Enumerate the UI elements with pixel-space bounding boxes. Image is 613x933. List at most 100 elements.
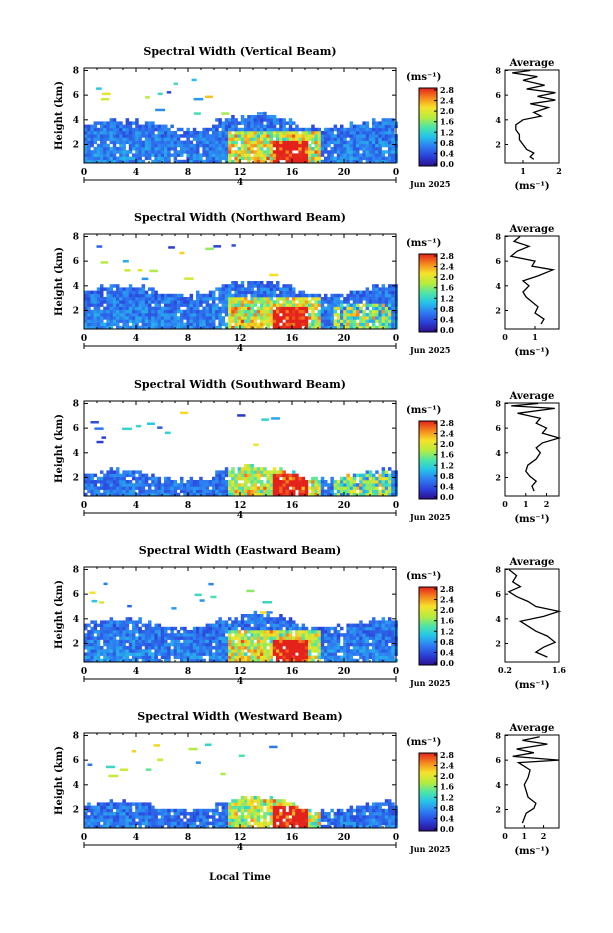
heatmap-cell bbox=[273, 153, 277, 157]
heatmap-cell bbox=[314, 297, 318, 301]
heatmap-cell bbox=[372, 316, 376, 320]
heatmap-cell bbox=[359, 480, 363, 484]
heatmap-cell bbox=[366, 121, 370, 125]
heatmap-cell bbox=[186, 480, 190, 484]
heatmap-cell bbox=[129, 486, 133, 490]
heatmap-cell bbox=[244, 815, 248, 819]
heatmap-cell bbox=[318, 652, 322, 656]
heatmap-cell bbox=[186, 144, 190, 148]
heatmap-cell bbox=[298, 646, 302, 650]
heatmap-cell bbox=[260, 617, 264, 621]
heatmap-cell bbox=[225, 118, 229, 122]
heatmap-cell bbox=[106, 809, 110, 813]
heatmap-cell bbox=[94, 131, 98, 135]
heatmap-cell bbox=[366, 470, 370, 474]
heatmap-cell bbox=[193, 153, 197, 157]
heatmap-cell bbox=[318, 313, 322, 317]
heatmap-cell bbox=[193, 652, 197, 656]
heatmap-cell bbox=[218, 822, 222, 826]
heatmap-cell bbox=[190, 480, 194, 484]
heatmap-cell bbox=[244, 137, 248, 141]
heatmap-cell bbox=[327, 636, 331, 640]
heatmap-cell bbox=[276, 480, 280, 484]
heatmap-cell bbox=[122, 147, 126, 151]
heatmap-cell bbox=[263, 125, 267, 129]
heatmap-cell bbox=[135, 630, 139, 634]
heatmap-cell bbox=[215, 157, 219, 161]
heatmap-cell bbox=[343, 141, 347, 145]
heatmap-cell bbox=[359, 294, 363, 298]
heatmap-cell bbox=[321, 153, 325, 157]
heatmap-cell bbox=[94, 630, 98, 634]
heatmap-cell bbox=[126, 640, 130, 644]
heatmap-cell bbox=[266, 636, 270, 640]
heatmap-cell bbox=[241, 303, 245, 307]
heatmap-cell bbox=[305, 150, 309, 154]
heatmap-cell bbox=[148, 153, 152, 157]
heatmap-cell bbox=[116, 297, 120, 301]
heatmap-cell bbox=[250, 307, 254, 311]
heatmap-cell bbox=[186, 128, 190, 132]
heatmap-cell bbox=[385, 474, 389, 478]
heatmap-cell bbox=[90, 153, 94, 157]
heatmap-cell bbox=[286, 310, 290, 314]
heatmap-cell bbox=[228, 624, 232, 628]
heatmap-cell bbox=[330, 649, 334, 653]
heatmap-cell bbox=[202, 134, 206, 138]
heatmap-cell bbox=[218, 125, 222, 129]
heatmap-cell bbox=[250, 627, 254, 631]
colorbar-tick-label: 0.0 bbox=[440, 325, 454, 335]
heatmap-cell bbox=[167, 307, 171, 311]
heatmap-cell bbox=[170, 147, 174, 151]
heatmap-cell bbox=[193, 128, 197, 132]
heatmap-cell bbox=[170, 323, 174, 327]
heatmap-cell bbox=[202, 131, 206, 135]
heatmap-cell bbox=[132, 486, 136, 490]
heatmap-cell bbox=[145, 323, 149, 327]
x-tick-label: 8 bbox=[185, 501, 191, 511]
heatmap-cell bbox=[340, 141, 344, 145]
heatmap-cell bbox=[388, 150, 392, 154]
heatmap-cell bbox=[353, 490, 357, 494]
heatmap-cell bbox=[286, 134, 290, 138]
heatmap-cell bbox=[276, 646, 280, 650]
heatmap-cell bbox=[359, 656, 363, 660]
heatmap-cell bbox=[321, 131, 325, 135]
heatmap-cell bbox=[97, 147, 101, 151]
heatmap-cell bbox=[247, 640, 251, 644]
heatmap-cell bbox=[199, 316, 203, 320]
heatmap-cell bbox=[180, 643, 184, 647]
heatmap-cell bbox=[282, 624, 286, 628]
heatmap-cell bbox=[94, 134, 98, 138]
heatmap-cell bbox=[359, 307, 363, 311]
heatmap-cell bbox=[314, 656, 318, 660]
heatmap-cell bbox=[222, 812, 226, 816]
heatmap-cell bbox=[113, 284, 117, 288]
heatmap-cell bbox=[183, 652, 187, 656]
heatmap-cell bbox=[350, 319, 354, 323]
heatmap-cell bbox=[183, 643, 187, 647]
heatmap-cell bbox=[209, 141, 213, 145]
heatmap-cell bbox=[225, 815, 229, 819]
heatmap-cell bbox=[138, 474, 142, 478]
heatmap-cell bbox=[362, 147, 366, 151]
heatmap-cell bbox=[231, 284, 235, 288]
heatmap-cell bbox=[247, 646, 251, 650]
heatmap-cell bbox=[234, 281, 238, 285]
heatmap-cell bbox=[151, 646, 155, 650]
heatmap-cell bbox=[180, 252, 185, 255]
heatmap-cell bbox=[270, 649, 274, 653]
heatmap-cell bbox=[366, 297, 370, 301]
heatmap-cell bbox=[135, 310, 139, 314]
heatmap-cell bbox=[212, 640, 216, 644]
heatmap-cell bbox=[343, 307, 347, 311]
heatmap-cell bbox=[254, 799, 258, 803]
heatmap-cell bbox=[286, 323, 290, 327]
heatmap-cell bbox=[202, 323, 206, 327]
heatmap-cell bbox=[138, 316, 142, 320]
heatmap-cell bbox=[228, 300, 232, 304]
heatmap-cell bbox=[222, 620, 226, 624]
heatmap-cell bbox=[302, 490, 306, 494]
heatmap-cell bbox=[151, 319, 155, 323]
heatmap-cell bbox=[362, 291, 366, 295]
